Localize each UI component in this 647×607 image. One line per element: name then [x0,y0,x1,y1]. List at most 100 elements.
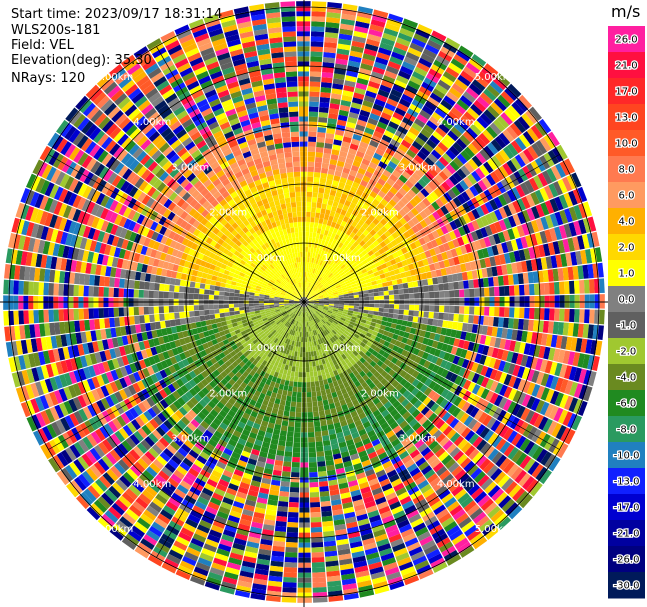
range-gate [380,186,390,195]
range-gate [333,175,341,182]
range-gate [307,401,313,408]
range-gate [387,265,394,272]
range-gate [330,232,337,239]
range-gate [393,442,404,452]
range-gate [511,433,523,446]
range-gate [435,237,443,246]
range-gate [392,251,399,259]
range-gate [493,471,507,485]
range-gate [422,258,429,266]
range-gate [310,31,325,37]
range-gate [559,308,565,322]
range-gate [359,240,366,247]
range-gate [314,268,318,275]
range-gate [283,461,292,467]
range-gate [343,321,350,326]
range-gate [434,145,445,156]
range-gate [312,571,326,578]
range-gate [519,307,525,319]
range-gate [458,289,465,298]
range-gate [313,274,317,280]
range-gate [325,22,340,29]
range-gate [353,333,360,339]
range-gate [318,107,329,113]
range-gate [392,134,403,144]
range-gate [422,197,431,207]
range-gate [353,216,361,224]
range-gate [319,485,329,492]
range-gate [479,148,491,161]
range-gate [436,253,444,262]
range-gate [361,203,369,211]
range-gate [543,282,550,295]
range-gate [317,282,322,288]
range-gate [361,330,368,336]
range-gate [519,182,530,196]
range-gate [323,296,329,299]
range-gate [325,346,331,352]
range-gate [366,341,373,348]
range-gate [383,290,389,296]
range-gate [392,425,402,434]
range-gate [350,102,362,110]
range-gate [313,303,319,306]
range-gate [393,203,402,212]
range-gate [541,170,553,185]
range-gate [325,328,331,334]
range-gate [486,246,494,257]
range-gate [467,211,476,222]
range-gate [331,205,338,213]
range-gate [351,316,357,321]
range-gate [402,424,412,433]
range-gate [460,457,472,469]
range-gate [473,120,486,133]
range-gate [506,159,518,173]
range-gate [560,427,572,443]
range-gate [298,547,311,553]
range-gate [364,323,371,329]
range-gate [352,325,359,331]
range-gate [432,220,441,230]
range-gate [308,436,316,443]
range-gate [331,321,338,327]
range-gate [397,125,409,135]
range-gate [336,267,342,273]
range-gate [594,247,603,263]
range-gate [372,66,386,75]
range-gate [494,337,502,349]
range-gate [427,390,437,400]
range-gate [308,299,314,301]
range-gate [332,279,339,284]
range-gate [329,324,335,330]
range-gate [548,438,560,453]
range-gate [315,310,321,315]
range-gate [326,220,333,227]
range-gate [313,295,318,299]
range-gate [325,321,331,327]
range-gate [329,103,340,110]
range-gate [582,324,589,339]
range-gate [544,295,550,308]
range-gate [315,147,324,153]
range-gate [306,287,309,293]
range-gate [334,134,344,141]
range-gate [405,326,412,333]
range-gate [353,323,360,328]
range-gate [486,326,493,336]
range-gate [309,257,313,263]
range-gate [562,176,573,192]
range-gate [334,258,340,264]
range-gate [386,18,402,28]
range-gate [304,261,307,267]
range-gate [377,89,390,98]
range-gate [320,87,332,94]
range-gate [309,252,313,258]
range-gate [439,422,449,433]
range-gate [487,432,499,445]
range-gate [412,348,420,356]
range-gate [338,308,344,312]
range-gate [331,288,338,292]
range-gate [372,314,378,320]
range-gate [343,240,350,247]
range-gate [500,112,513,126]
